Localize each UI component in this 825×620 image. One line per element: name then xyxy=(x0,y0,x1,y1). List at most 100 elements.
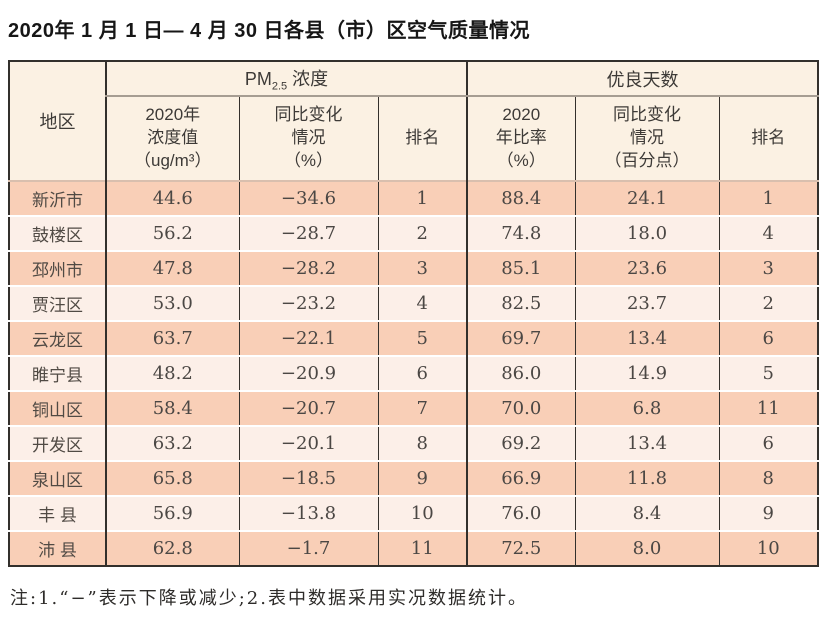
column-header-pm25-change: 同比变化 情况 （%） xyxy=(238,96,378,181)
gooddays-change-cell: 18.0 xyxy=(574,215,719,251)
region-cell: 丰 县 xyxy=(9,495,106,531)
region-cell: 沛 县 xyxy=(9,530,106,566)
gooddays-change-cell: 8.4 xyxy=(574,495,719,531)
gooddays-rank-cell: 2 xyxy=(718,285,819,321)
pm25-value-cell: 58.4 xyxy=(105,390,239,426)
column-header-gooddays-change: 同比变化 情况 （百分点） xyxy=(574,96,719,181)
gooddays-rank-cell: 11 xyxy=(718,390,819,426)
gooddays-ratio-cell: 85.1 xyxy=(466,250,575,286)
pm25-value-cell: 44.6 xyxy=(105,180,239,216)
pm25-change-cell: −28.2 xyxy=(238,250,378,286)
region-cell: 新沂市 xyxy=(9,180,106,216)
column-group-pm25: PM2.5 浓度 xyxy=(105,61,467,97)
gooddays-ratio-cell: 66.9 xyxy=(466,460,575,496)
pm25-rank-cell: 8 xyxy=(377,425,467,461)
gooddays-ratio-cell: 88.4 xyxy=(466,180,575,216)
pm25-value-cell: 53.0 xyxy=(105,285,239,321)
pm25-value-cell: 63.7 xyxy=(105,320,239,356)
gooddays-change-cell: 13.4 xyxy=(574,320,719,356)
gooddays-change-cell: 13.4 xyxy=(574,425,719,461)
table-row: 沛 县 62.8 −1.7 11 72.5 8.0 10 xyxy=(9,530,819,566)
pm25-change-cell: −28.7 xyxy=(238,215,378,251)
pm25-change-cell: −34.6 xyxy=(238,180,378,216)
gooddays-change-cell: 14.9 xyxy=(574,355,719,391)
region-cell: 云龙区 xyxy=(9,320,106,356)
gooddays-change-cell: 8.0 xyxy=(574,530,719,566)
gooddays-ratio-cell: 72.5 xyxy=(466,530,575,566)
footnote: 注:1.“−”表示下降或减少;2.表中数据采用实况数据统计。 xyxy=(10,588,528,609)
pm25-change-cell: −23.2 xyxy=(238,285,378,321)
table-row: 睢宁县 48.2 −20.9 6 86.0 14.9 5 xyxy=(9,355,819,391)
gooddays-rank-cell: 8 xyxy=(718,460,819,496)
pm25-change-cell: −1.7 xyxy=(238,530,378,566)
gooddays-change-cell: 6.8 xyxy=(574,390,719,426)
table-row: 邳州市 47.8 −28.2 3 85.1 23.6 3 xyxy=(9,250,819,286)
gooddays-ratio-cell: 82.5 xyxy=(466,285,575,321)
pm25-change-cell: −20.1 xyxy=(238,425,378,461)
pm25-value-cell: 47.8 xyxy=(105,250,239,286)
pm25-change-cell: −20.9 xyxy=(238,355,378,391)
pm25-value-cell: 56.2 xyxy=(105,215,239,251)
column-header-gooddays-rank: 排名 xyxy=(718,96,819,181)
table-row: 开发区 63.2 −20.1 8 69.2 13.4 6 xyxy=(9,425,819,461)
gooddays-change-cell: 23.7 xyxy=(574,285,719,321)
column-header-region: 地区 xyxy=(9,61,106,181)
gooddays-rank-cell: 4 xyxy=(718,215,819,251)
region-cell: 铜山区 xyxy=(9,390,106,426)
gooddays-change-cell: 24.1 xyxy=(574,180,719,216)
pm25-value-cell: 65.8 xyxy=(105,460,239,496)
region-cell: 鼓楼区 xyxy=(9,215,106,251)
gooddays-rank-cell: 10 xyxy=(718,530,819,566)
gooddays-ratio-cell: 69.2 xyxy=(466,425,575,461)
group-header-row: 地区 PM2.5 浓度 优良天数 xyxy=(9,61,819,181)
pm25-value-cell: 56.9 xyxy=(105,495,239,531)
pm25-rank-cell: 4 xyxy=(377,285,467,321)
region-cell: 开发区 xyxy=(9,425,106,461)
pm25-change-cell: −13.8 xyxy=(238,495,378,531)
gooddays-ratio-cell: 74.8 xyxy=(466,215,575,251)
region-cell: 邳州市 xyxy=(9,250,106,286)
gooddays-rank-cell: 3 xyxy=(718,250,819,286)
page-title: 2020年 1 月 1 日— 4 月 30 日各县（市）区空气质量情况 xyxy=(8,20,531,42)
gooddays-rank-cell: 9 xyxy=(718,495,819,531)
table-body: 新沂市 44.6 −34.6 1 88.4 24.1 1 鼓楼区 56.2 −2… xyxy=(9,180,819,566)
table-row: 新沂市 44.6 −34.6 1 88.4 24.1 1 xyxy=(9,180,819,216)
gooddays-rank-cell: 1 xyxy=(718,180,819,216)
gooddays-rank-cell: 6 xyxy=(718,425,819,461)
pm25-rank-cell: 1 xyxy=(377,180,467,216)
pm25-subscript: 2.5 xyxy=(271,80,288,93)
gooddays-ratio-cell: 86.0 xyxy=(466,355,575,391)
column-header-pm25-concentration: 2020年 浓度值 （ug/m³） xyxy=(105,96,239,181)
gooddays-ratio-cell: 70.0 xyxy=(466,390,575,426)
pm25-value-cell: 63.2 xyxy=(105,425,239,461)
sub-header-row: 2020年 浓度值 （ug/m³） 同比变化 情况 （%） 排名 2020 年比… xyxy=(9,96,819,181)
region-cell: 贾汪区 xyxy=(9,285,106,321)
table-row: 丰 县 56.9 −13.8 10 76.0 8.4 9 xyxy=(9,495,819,531)
air-quality-table: 地区 PM2.5 浓度 优良天数 2020年 浓度值 （ug/m³） 同比变化 … xyxy=(8,60,820,567)
region-cell: 泉山区 xyxy=(9,460,106,496)
pm25-change-cell: −22.1 xyxy=(238,320,378,356)
column-header-gooddays-ratio: 2020 年比率 （%） xyxy=(466,96,575,181)
column-header-pm25-rank: 排名 xyxy=(377,96,467,181)
gooddays-change-cell: 11.8 xyxy=(574,460,719,496)
table-row: 泉山区 65.8 −18.5 9 66.9 11.8 8 xyxy=(9,460,819,496)
gooddays-change-cell: 23.6 xyxy=(574,250,719,286)
pm25-change-cell: −20.7 xyxy=(238,390,378,426)
pm25-rank-cell: 3 xyxy=(377,250,467,286)
pm25-label-suffix: 浓度 xyxy=(287,68,329,89)
gooddays-ratio-cell: 76.0 xyxy=(466,495,575,531)
column-group-good-days: 优良天数 xyxy=(465,61,819,97)
table-row: 铜山区 58.4 −20.7 7 70.0 6.8 11 xyxy=(9,390,819,426)
pm25-rank-cell: 6 xyxy=(377,355,467,391)
table-row: 贾汪区 53.0 −23.2 4 82.5 23.7 2 xyxy=(9,285,819,321)
pm25-rank-cell: 10 xyxy=(377,495,467,531)
gooddays-ratio-cell: 69.7 xyxy=(466,320,575,356)
pm25-change-cell: −18.5 xyxy=(238,460,378,496)
gooddays-rank-cell: 6 xyxy=(718,320,819,356)
pm25-value-cell: 62.8 xyxy=(105,530,239,566)
region-cell: 睢宁县 xyxy=(9,355,106,391)
pm25-rank-cell: 5 xyxy=(377,320,467,356)
pm25-label-prefix: PM xyxy=(244,68,272,89)
pm25-rank-cell: 7 xyxy=(377,390,467,426)
